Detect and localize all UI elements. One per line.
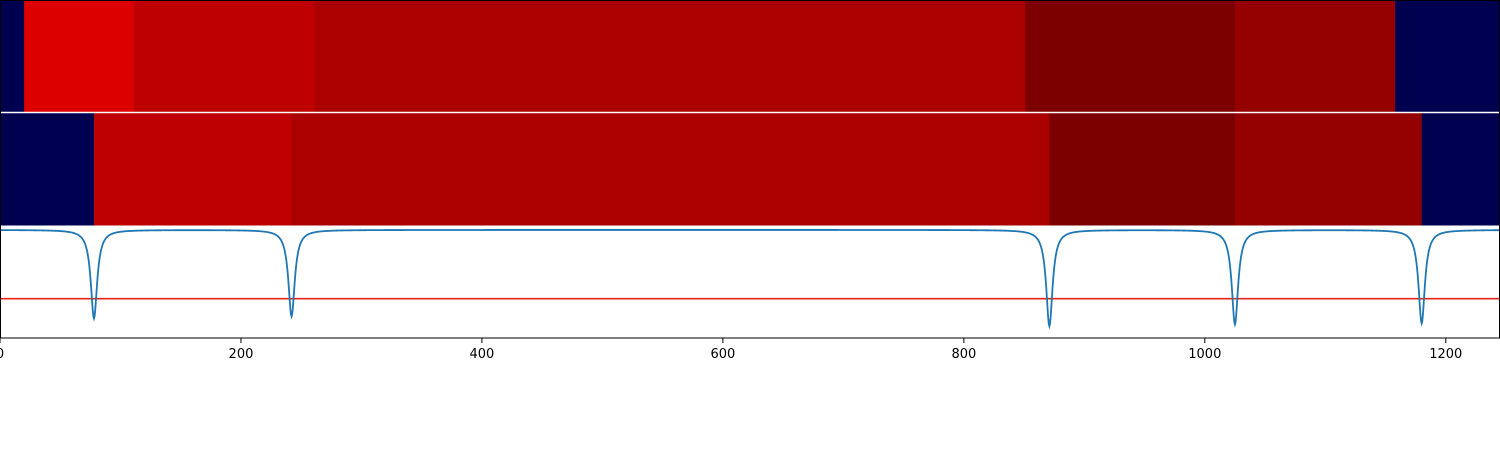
heatmap-cell-r1-s1 (0, 0, 25, 113)
x-tick-label-800: 800 (951, 347, 976, 362)
heatmap-row-2 (0, 113, 1500, 226)
x-tick-label-200: 200 (229, 347, 254, 362)
heatmap-cell-r1-s7 (1395, 0, 1500, 113)
heatmap-cell-r1-s2 (24, 0, 135, 113)
x-tick-label-1200: 1200 (1429, 347, 1462, 362)
x-axis: 0 200 400 600 800 1000 1200 (0, 338, 1462, 362)
heatmap-cell-r2-s5 (1234, 113, 1423, 226)
heatmap-cell-r2-s6 (1421, 113, 1500, 226)
heatmap-cell-r1-s6 (1234, 0, 1396, 113)
heatmap-cell-r2-s2 (93, 113, 293, 226)
x-tick-label-0: 0 (0, 347, 4, 362)
heatmap-cell-r2-s4 (1049, 113, 1236, 226)
x-tick-label-1000: 1000 (1188, 347, 1221, 362)
heatmap-cell-r1-s4 (314, 0, 1026, 113)
line-panel (0, 229, 1500, 330)
x-tick-label-600: 600 (710, 347, 735, 362)
x-tick-label-400: 400 (470, 347, 495, 362)
heatmap-cell-r1-s3 (133, 0, 316, 113)
heatmap-cell-r2-s1 (0, 113, 95, 226)
heatmap-cell-r1-s5 (1025, 0, 1236, 113)
heatmap-row-1 (0, 0, 1500, 113)
series-line (0, 229, 1500, 330)
heatmap-cell-r2-s3 (291, 113, 1050, 226)
